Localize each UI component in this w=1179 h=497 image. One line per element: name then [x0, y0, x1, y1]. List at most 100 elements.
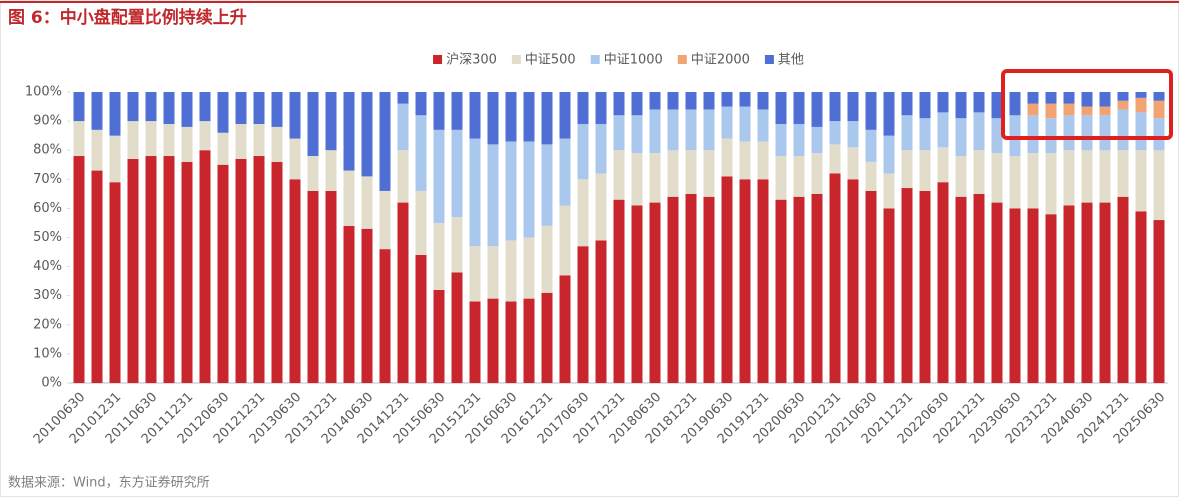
- bar-segment: [829, 173, 841, 383]
- bar-segment: [1009, 156, 1021, 209]
- bar-segment: [163, 124, 175, 157]
- bar-segment: [235, 124, 247, 159]
- bar-segment: [919, 92, 931, 119]
- bar-segment: [397, 202, 409, 383]
- bar-segment: [937, 147, 949, 183]
- bar-segment: [109, 182, 121, 383]
- bar-segment: [739, 106, 751, 142]
- bar-segment: [559, 205, 571, 276]
- bar-segment: [505, 92, 517, 142]
- y-tick-label: 100%: [25, 85, 62, 100]
- bar-segment: [883, 92, 895, 136]
- y-tick-label: 70%: [33, 172, 62, 187]
- bar-segment: [1081, 150, 1093, 203]
- bar-segment: [1045, 118, 1057, 154]
- bar-segment: [253, 156, 265, 383]
- bar-segment: [1063, 150, 1075, 206]
- bar-segment: [361, 228, 373, 383]
- bar-segment: [955, 196, 967, 383]
- bar-segment: [1063, 205, 1075, 383]
- bar-segment: [811, 92, 823, 127]
- bar-segment: [217, 92, 229, 133]
- bar-segment: [181, 126, 193, 162]
- bar-segment: [1045, 103, 1057, 119]
- bar-segment: [559, 92, 571, 139]
- bar-segment: [109, 92, 121, 136]
- bar-segment: [613, 150, 625, 200]
- bar-segment: [1027, 115, 1039, 154]
- bar-segment: [451, 92, 463, 130]
- bar-segment: [325, 150, 337, 191]
- bar-segment: [127, 121, 139, 159]
- bar-segment: [217, 164, 229, 383]
- legend-label: 中证1000: [604, 53, 663, 68]
- bar-segment: [307, 92, 319, 157]
- bar-segment: [739, 92, 751, 107]
- bar-segment: [523, 237, 535, 299]
- bar-segment: [325, 92, 337, 151]
- bar-segment: [1135, 112, 1147, 151]
- bar-segment: [469, 301, 481, 383]
- legend-swatch: [511, 55, 521, 64]
- bar-segment: [505, 301, 517, 383]
- bar-segment: [631, 115, 643, 154]
- bar-segment: [865, 92, 877, 130]
- bar-segment: [775, 156, 787, 200]
- bar-segment: [109, 135, 121, 183]
- bar-segment: [379, 249, 391, 383]
- bar-segment: [901, 92, 913, 116]
- bar-segment: [901, 115, 913, 151]
- bar-segment: [1153, 118, 1165, 151]
- chart-title: 图 6：中小盘配置比例持续上升: [8, 7, 247, 28]
- bar-segment: [1009, 92, 1021, 116]
- bar-segment: [1153, 150, 1165, 221]
- bar-segment: [1117, 150, 1129, 197]
- bar-segment: [721, 106, 733, 139]
- y-tick-label: 60%: [33, 201, 62, 216]
- bar-segment: [379, 190, 391, 250]
- legend-label: 中证2000: [691, 53, 750, 68]
- bar-segment: [829, 121, 841, 145]
- bar-segment: [811, 153, 823, 194]
- bar-segment: [1063, 92, 1075, 104]
- y-tick-label: 10%: [33, 346, 62, 361]
- bar-segment: [649, 153, 661, 203]
- y-tick-label: 30%: [33, 288, 62, 303]
- bar-segment: [145, 156, 157, 383]
- bar-segment: [73, 121, 85, 157]
- bar-segment: [595, 173, 607, 241]
- bar-segment: [163, 92, 175, 125]
- bar-segment: [487, 144, 499, 247]
- bar-segment: [811, 126, 823, 154]
- bar-segment: [595, 124, 607, 174]
- bar-segment: [415, 190, 427, 255]
- bar-segment: [469, 246, 481, 302]
- bar-segment: [937, 112, 949, 148]
- bar-segment: [757, 109, 769, 142]
- bar-segment: [613, 199, 625, 383]
- bar-segment: [91, 92, 103, 130]
- plot: 0%10%20%30%40%50%60%70%80%90%100%2010063…: [25, 52, 1168, 448]
- bar-segment: [541, 92, 553, 145]
- bar-segment: [199, 92, 211, 122]
- bar-segment: [433, 289, 445, 383]
- bar-segment: [1045, 92, 1057, 104]
- bar-segment: [523, 92, 535, 142]
- bar-segment: [73, 92, 85, 122]
- y-tick-label: 40%: [33, 259, 62, 274]
- legend-swatch: [764, 55, 774, 64]
- bar-segment: [433, 222, 445, 290]
- legend-label: 中证500: [525, 53, 576, 68]
- bar-segment: [253, 124, 265, 157]
- bar-segment: [1045, 153, 1057, 215]
- bar-segment: [1099, 150, 1111, 203]
- bar-segment: [253, 92, 265, 125]
- bar-segment: [307, 190, 319, 383]
- bar-segment: [847, 92, 859, 122]
- bar-segment: [595, 240, 607, 383]
- bar-segment: [1117, 109, 1129, 151]
- legend-item: 其他: [764, 53, 804, 68]
- bar-segment: [127, 158, 139, 383]
- bar-segment: [181, 161, 193, 383]
- bar-segment: [289, 138, 301, 180]
